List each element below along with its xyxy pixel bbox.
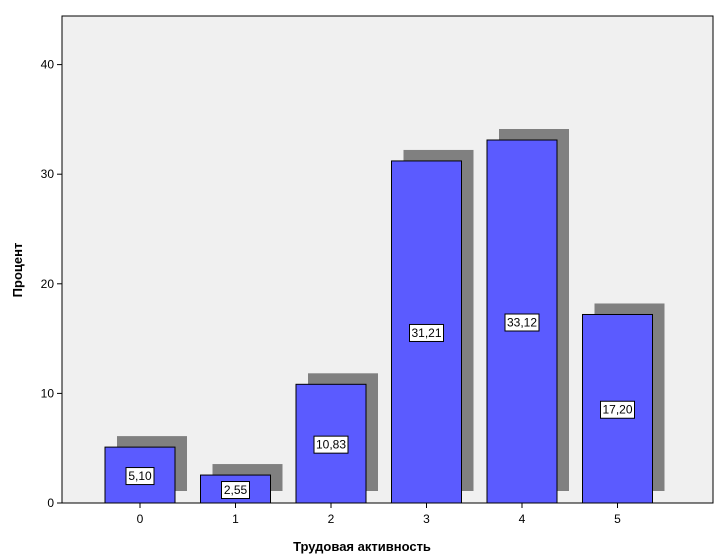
x-tick-label: 3 [423,512,430,526]
data-label: 17,20 [602,403,632,417]
data-label: 33,12 [507,316,537,330]
x-tick-label: 5 [614,512,621,526]
data-label-box [409,323,444,342]
data-labels: 5,10 2,55 10,83 31,21 33,12 17,20 [125,313,635,500]
data-label-box [125,467,155,486]
x-axis: 0 1 2 3 4 5 [137,503,621,526]
x-tick-label: 0 [137,512,144,526]
data-label: 5,10 [128,469,152,483]
y-tick-label: 0 [47,496,54,510]
y-tick-label: 40 [41,58,55,72]
data-label: 10,83 [316,438,346,452]
y-axis: 0 10 20 30 40 [41,58,62,510]
x-axis-title: Трудовая активность [293,539,431,554]
x-tick-label: 4 [519,512,526,526]
x-tick-label: 1 [232,512,239,526]
y-axis-title: Процент [10,243,25,298]
y-tick-label: 30 [41,167,55,181]
data-label-box [600,400,635,419]
x-tick-label: 2 [328,512,335,526]
data-label-box [313,435,349,454]
data-label-box [221,481,250,500]
data-label-box [504,313,540,332]
y-tick-label: 20 [41,277,55,291]
data-label: 2,55 [224,483,248,497]
y-tick-label: 10 [41,386,55,400]
data-label: 31,21 [411,326,441,340]
